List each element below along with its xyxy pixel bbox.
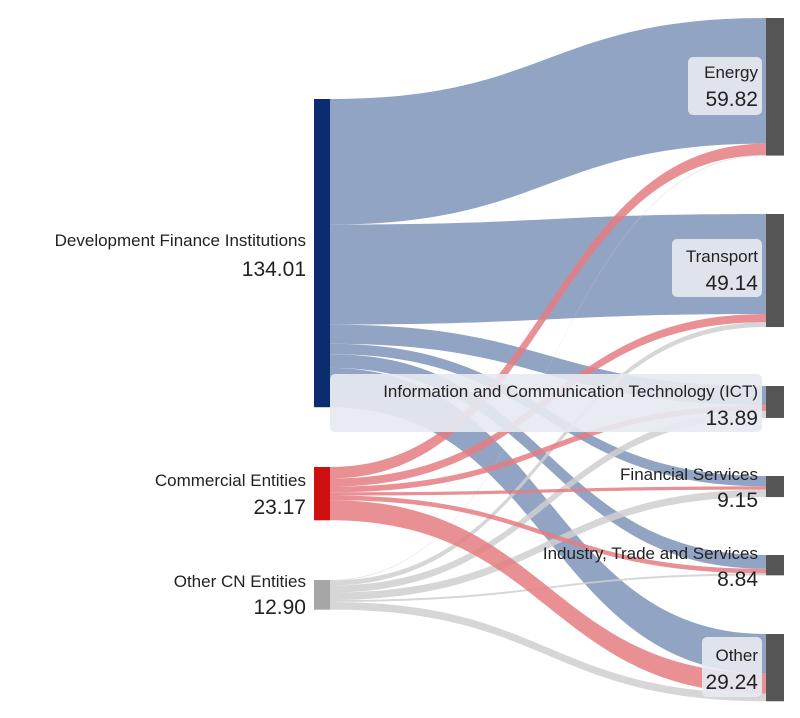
source-label-commercial-entities: Commercial Entities: [155, 471, 306, 490]
link-development-finance-institutions-to-energy: [330, 18, 766, 225]
target-value-information-and-communication-technology-ict: 13.89: [705, 407, 758, 430]
link-commercial-entities-to-other: [330, 500, 766, 694]
link-commercial-entities-to-industry-trade-and-services: [330, 495, 766, 574]
link-other-cn-entities-to-financial-services: [330, 489, 766, 601]
source-node-development-finance-institutions: [314, 99, 330, 408]
target-label-industry-trade-and-services: Industry, Trade and Services: [543, 544, 758, 563]
link-other-cn-entities-to-information-and-communication-technology-ict: [330, 410, 766, 593]
target-label-information-and-communication-technology-ict: Information and Communication Technology…: [383, 382, 758, 401]
link-commercial-entities-to-financial-services: [330, 486, 766, 496]
nodes-layer: [314, 18, 784, 702]
link-other-cn-entities-to-other: [330, 601, 766, 702]
target-node-energy: [766, 18, 784, 156]
labels-layer: Development Finance Institutions 134.01 Co…: [55, 57, 762, 697]
target-node-financial-services: [766, 476, 784, 498]
source-value-other-cn-entities: 12.90: [253, 596, 306, 619]
target-label-bg-energy: [688, 57, 762, 115]
source-node-commercial-entities: [314, 467, 330, 521]
target-value-financial-services: 9.15: [717, 489, 758, 512]
target-label-bg-other: [702, 637, 762, 697]
link-development-finance-institutions-to-transport: [330, 214, 766, 325]
link-development-finance-institutions-to-industry-trade-and-services: [330, 354, 766, 569]
source-label-other-cn-entities: Other CN Entities: [174, 572, 306, 591]
target-label-other: Other: [715, 646, 758, 665]
target-label-bg-transport: [672, 239, 762, 297]
link-development-finance-institutions-to-other: [330, 367, 766, 674]
target-value-energy: 59.82: [705, 88, 758, 111]
link-commercial-entities-to-energy: [330, 143, 766, 479]
target-label-transport: Transport: [686, 247, 758, 266]
source-node-other-cn-entities: [314, 580, 330, 610]
source-value-development-finance-institutions: 134.01: [242, 258, 306, 281]
target-node-transport: [766, 214, 784, 328]
target-value-industry-trade-and-services: 8.84: [717, 568, 758, 591]
target-node-other: [766, 634, 784, 702]
target-label-energy: Energy: [704, 63, 758, 82]
source-label-development-finance-institutions: Development Finance Institutions: [55, 231, 306, 250]
target-node-industry-trade-and-services: [766, 555, 784, 576]
link-other-cn-entities-to-energy: [330, 155, 766, 581]
link-commercial-entities-to-information-and-communication-technology-ict: [330, 405, 766, 493]
target-label-financial-services: Financial Services: [620, 465, 758, 484]
target-value-transport: 49.14: [705, 272, 758, 295]
links-layer: [330, 18, 766, 702]
link-other-cn-entities-to-transport: [330, 322, 766, 586]
target-value-other: 29.24: [705, 671, 758, 694]
target-node-information-and-communication-technology-ict: [766, 386, 784, 418]
target-label-bg-information-and-communication-technology-ict: [330, 374, 762, 432]
source-value-commercial-entities: 23.17: [253, 496, 306, 519]
